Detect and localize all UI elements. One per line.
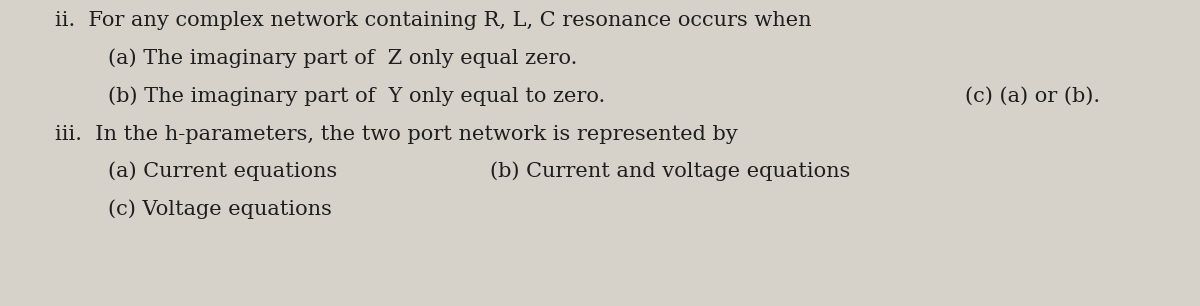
- Text: (c) (a) or (b).: (c) (a) or (b).: [965, 87, 1100, 106]
- Text: (b) Current and voltage equations: (b) Current and voltage equations: [490, 161, 851, 181]
- Text: (c) Voltage equations: (c) Voltage equations: [55, 199, 332, 219]
- Text: ii.  For any complex network containing R, L, C resonance occurs when: ii. For any complex network containing R…: [55, 12, 811, 31]
- Text: (a) Current equations: (a) Current equations: [55, 161, 337, 181]
- Text: iii.  In the h-parameters, the two port network is represented by: iii. In the h-parameters, the two port n…: [55, 125, 738, 144]
- Text: (a) The imaginary part of  Z only equal zero.: (a) The imaginary part of Z only equal z…: [55, 48, 577, 68]
- Text: (b) The imaginary part of  Y only equal to zero.: (b) The imaginary part of Y only equal t…: [55, 86, 605, 106]
